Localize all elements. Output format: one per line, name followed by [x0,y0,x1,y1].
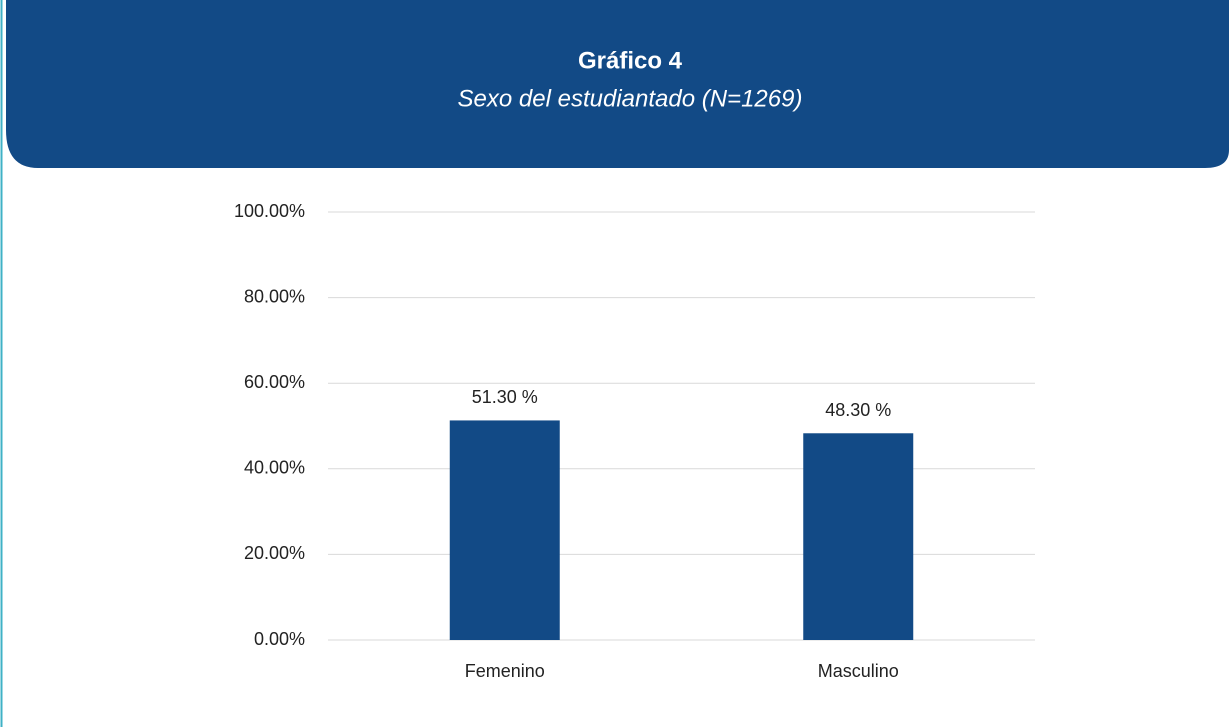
header-band [0,0,1229,168]
y-tick-label: 40.00% [244,458,305,478]
chart-title: Gráfico 4 [578,47,683,74]
x-tick-label: Femenino [465,661,545,681]
y-tick-label: 100.00% [234,201,305,221]
bar [449,420,560,640]
chart-subtitle: Sexo del estudiantado (N=1269) [458,85,803,112]
y-tick-label: 80.00% [244,286,305,306]
value-label: 51.30 % [472,387,538,407]
y-tick-label: 60.00% [244,372,305,392]
bar [803,433,914,640]
value-label: 48.30 % [825,400,891,420]
y-tick-label: 20.00% [244,543,305,563]
y-tick-label: 0.00% [254,629,305,649]
x-tick-label: Masculino [818,661,899,681]
